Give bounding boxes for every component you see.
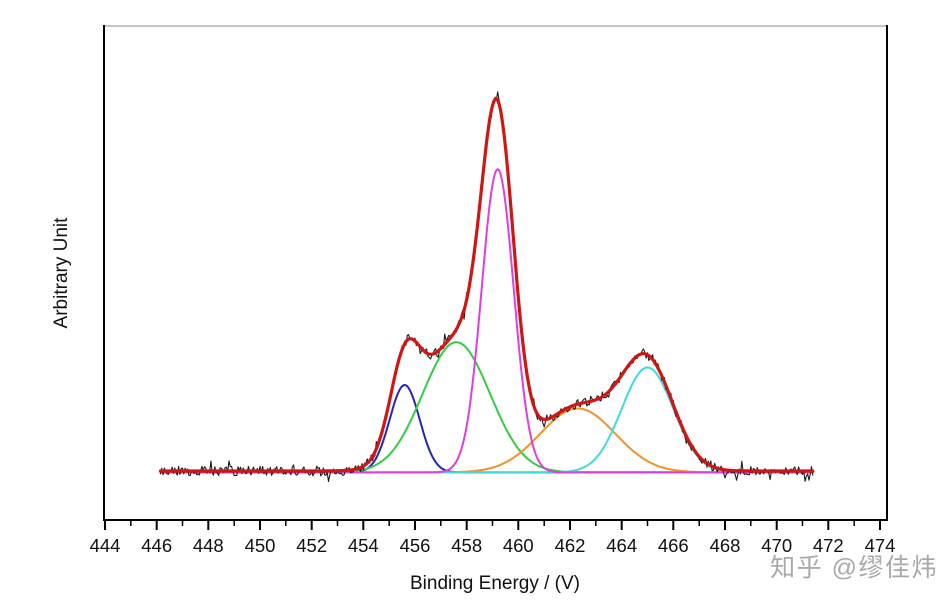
component-peak-5-curve (159, 366, 814, 474)
x-tick-label: 454 (348, 535, 379, 556)
x-tick-label: 466 (658, 535, 689, 556)
component-peak-2-curve (159, 341, 814, 474)
x-tick-label: 452 (296, 535, 327, 556)
watermark: 知乎 @缪佳炜 (770, 554, 938, 582)
x-tick-label: 472 (813, 535, 844, 556)
fit-envelope-curve (158, 97, 815, 473)
x-tick-label: 456 (400, 535, 431, 556)
x-tick-label: 464 (606, 535, 637, 556)
component-peak-3-curve (159, 168, 814, 474)
x-tick-label: 446 (141, 535, 172, 556)
x-axis-title: Binding Energy / (V) (410, 573, 580, 594)
x-axis-tick-labels: 444 446 448 450 452 454 456 458 460 462 464 466 468 4… (90, 535, 896, 556)
component-peak-1-curve (159, 384, 814, 474)
x-tick-label: 450 (245, 535, 276, 556)
curves-layer (158, 91, 815, 483)
x-tick-label: 468 (710, 535, 741, 556)
x-tick-label: 460 (503, 535, 534, 556)
component-peak-4-curve (159, 407, 814, 474)
y-axis-title: Arbitrary Unit (51, 217, 72, 329)
x-tick-label: 470 (761, 535, 792, 556)
x-axis-ticks (104, 521, 881, 530)
x-tick-label: 474 (865, 535, 896, 556)
x-tick-label: 448 (193, 535, 224, 556)
x-tick-label: 458 (451, 535, 482, 556)
x-tick-label: 462 (555, 535, 586, 556)
x-tick-label: 444 (90, 535, 121, 556)
